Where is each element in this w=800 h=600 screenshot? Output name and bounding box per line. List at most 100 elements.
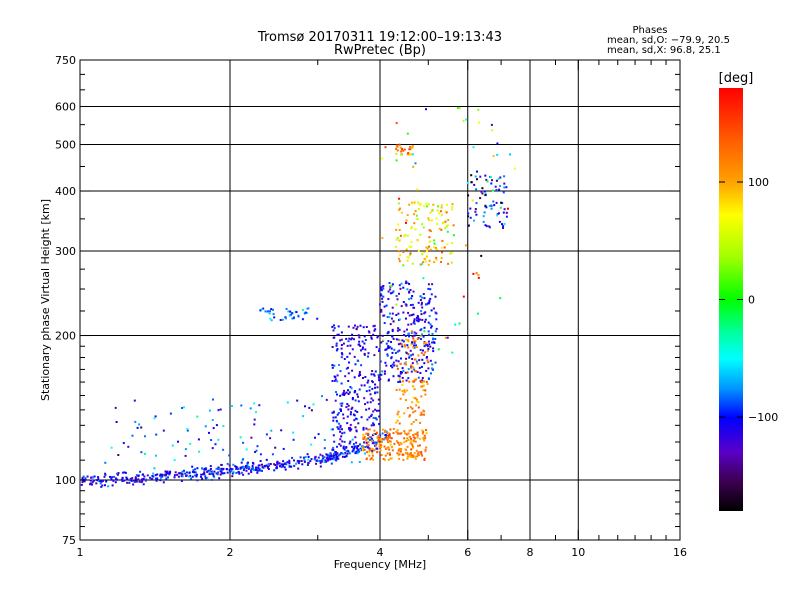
scatter-point — [481, 187, 484, 190]
scatter-point — [406, 407, 409, 409]
scatter-point — [396, 429, 399, 432]
scatter-point — [396, 440, 398, 443]
scatter-point — [409, 406, 412, 409]
scatter-point — [505, 186, 508, 189]
scatter-point — [219, 473, 222, 476]
scatter-point — [415, 400, 418, 403]
scatter-point — [341, 440, 344, 443]
scatter-point — [398, 457, 401, 460]
scatter-point — [246, 463, 249, 466]
scatter-point — [422, 277, 425, 280]
scatter-point — [367, 441, 370, 444]
scatter-point — [428, 333, 430, 336]
scatter-point — [379, 303, 381, 306]
scatter-point — [162, 429, 165, 432]
scatter-point — [405, 338, 408, 341]
scatter-point — [356, 325, 359, 328]
scatter-point — [419, 233, 422, 236]
scatter-point — [352, 443, 355, 446]
scatter-point — [301, 463, 304, 466]
scatter-point — [103, 475, 106, 478]
scatter-point — [410, 297, 413, 300]
scatter-point — [413, 334, 416, 337]
data-points — [80, 106, 516, 488]
scatter-point — [451, 203, 454, 206]
scatter-point — [351, 438, 354, 441]
scatter-point — [253, 418, 256, 421]
scatter-point — [405, 280, 408, 283]
scatter-point — [418, 444, 421, 447]
scatter-point — [410, 354, 412, 357]
scatter-point — [354, 436, 357, 439]
scatter-point — [377, 398, 380, 401]
scatter-point — [92, 476, 95, 479]
scatter-point — [495, 179, 498, 182]
scatter-point — [354, 399, 357, 402]
scatter-point — [411, 443, 414, 446]
scatter-point — [389, 323, 392, 326]
chart-title: Tromsø 20170311 19:12:00–19:13:43 — [257, 30, 502, 45]
scatter-point — [413, 322, 416, 325]
scatter-point — [337, 325, 340, 328]
scatter-point — [346, 403, 349, 405]
scatter-point — [398, 416, 401, 418]
scatter-point — [166, 470, 169, 473]
scatter-point — [211, 447, 214, 450]
scatter-point — [394, 352, 397, 354]
scatter-point — [331, 457, 334, 460]
scatter-point — [420, 385, 422, 388]
scatter-point — [400, 282, 403, 285]
scatter-point — [490, 205, 493, 207]
scatter-point — [357, 448, 360, 451]
scatter-point — [477, 312, 479, 315]
scatter-point — [395, 152, 398, 155]
scatter-point — [483, 211, 486, 214]
scatter-point — [375, 409, 378, 412]
scatter-point — [416, 431, 419, 434]
scatter-point — [406, 214, 409, 216]
scatter-point — [391, 330, 394, 333]
scatter-point — [109, 475, 111, 478]
scatter-point — [399, 287, 402, 290]
scatter-point — [491, 179, 493, 182]
scatter-point — [398, 208, 401, 211]
scatter-point — [376, 436, 379, 439]
scatter-point — [401, 390, 404, 393]
scatter-point — [381, 370, 384, 373]
scatter-point — [397, 360, 400, 363]
scatter-point — [193, 471, 196, 474]
scatter-point — [406, 437, 409, 440]
scatter-point — [265, 433, 268, 436]
scatter-point — [469, 207, 472, 210]
scatter-point — [423, 312, 426, 315]
scatter-point — [417, 406, 420, 409]
scatter-point — [391, 291, 394, 294]
scatter-point — [411, 201, 413, 204]
scatter-point — [420, 451, 423, 454]
scatter-point — [401, 148, 404, 151]
scatter-point — [368, 331, 371, 334]
scatter-point — [351, 445, 354, 448]
scatter-point — [307, 458, 310, 461]
scatter-point — [351, 333, 354, 336]
scatter-point — [358, 388, 361, 391]
scatter-point — [279, 319, 282, 321]
scatter-point — [368, 416, 371, 419]
scatter-point — [417, 316, 420, 319]
scatter-point — [380, 341, 383, 344]
scatter-point — [391, 328, 394, 331]
scatter-point — [408, 245, 411, 248]
scatter-point — [501, 223, 503, 226]
scatter-point — [104, 461, 107, 464]
scatter-point — [354, 426, 357, 429]
scatter-point — [399, 254, 402, 257]
scatter-point — [409, 148, 412, 151]
scatter-point — [408, 415, 411, 418]
scatter-point — [339, 430, 342, 433]
scatter-point — [208, 409, 211, 412]
scatter-point — [387, 439, 390, 442]
scatter-point — [383, 372, 386, 375]
scatter-point — [335, 451, 338, 454]
scatter-point — [484, 204, 487, 207]
scatter-point — [209, 468, 212, 470]
